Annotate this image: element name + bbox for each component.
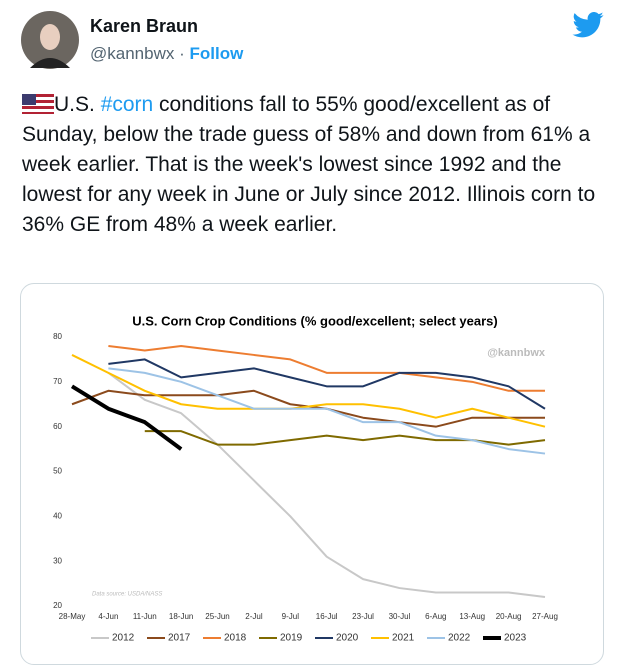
- y-tick-label: 30: [53, 556, 62, 565]
- x-tick-label: 4-Jun: [98, 612, 118, 621]
- y-tick-label: 50: [53, 467, 62, 476]
- series-line: [71, 354, 546, 428]
- series-line: [108, 344, 545, 392]
- series-line: [108, 367, 546, 455]
- tweet-text: U.S. #corn conditions fall to 55% good/e…: [22, 90, 602, 240]
- flag-emoji: [22, 94, 54, 114]
- x-tick-label: 28-May: [59, 612, 86, 621]
- series-line: [70, 384, 183, 451]
- handle[interactable]: @kannbwx: [90, 44, 175, 63]
- x-tick-label: 6-Aug: [425, 612, 446, 621]
- text: conditions fall to 55% good/excellent as…: [22, 93, 596, 236]
- legend-label: 2017: [168, 633, 191, 644]
- legend-label: 2020: [336, 633, 359, 644]
- x-tick-label: 23-Jul: [352, 612, 374, 621]
- x-tick-label: 9-Jul: [282, 612, 300, 621]
- y-tick-label: 40: [53, 511, 62, 520]
- legend-label: 2021: [392, 633, 415, 644]
- x-tick-label: 27-Aug: [532, 612, 558, 621]
- series-line: [108, 358, 546, 410]
- y-tick-label: 80: [53, 332, 62, 341]
- user-handle: @kannbwx · Follow: [90, 44, 243, 64]
- legend-label: 2018: [224, 633, 247, 644]
- legend-label: 2019: [280, 633, 303, 644]
- legend-label: 2012: [112, 633, 135, 644]
- avatar[interactable]: [20, 10, 80, 70]
- y-tick-label: 60: [53, 422, 62, 431]
- chart-card[interactable]: [20, 283, 604, 665]
- watermark: @kannbwx: [487, 347, 546, 359]
- follow-button[interactable]: Follow: [189, 44, 244, 63]
- x-tick-label: 25-Jun: [205, 612, 229, 621]
- x-tick-label: 11-Jun: [133, 612, 157, 621]
- source: Data source: USDA/NASS: [92, 592, 162, 598]
- series-line: [107, 372, 546, 599]
- separator: ·: [179, 44, 185, 63]
- hashtag[interactable]: #corn: [100, 93, 154, 116]
- legend-label: 2022: [448, 633, 471, 644]
- text: U.S.: [54, 93, 101, 116]
- x-tick-label: 2-Jul: [245, 612, 263, 621]
- y-tick-label: 70: [53, 377, 62, 386]
- chart-title: U.S. Corn Crop Conditions (% good/excell…: [132, 313, 498, 328]
- legend-label: 2023: [504, 633, 527, 644]
- y-tick-label: 20: [53, 601, 62, 610]
- x-tick-label: 16-Jul: [316, 612, 338, 621]
- twitter-logo[interactable]: [572, 12, 604, 38]
- x-tick-label: 18-Jun: [169, 612, 193, 621]
- x-tick-label: 13-Aug: [459, 612, 485, 621]
- user-name[interactable]: Karen Braun: [90, 16, 199, 36]
- x-tick-label: 30-Jul: [389, 612, 411, 621]
- x-tick-label: 20-Aug: [496, 612, 522, 621]
